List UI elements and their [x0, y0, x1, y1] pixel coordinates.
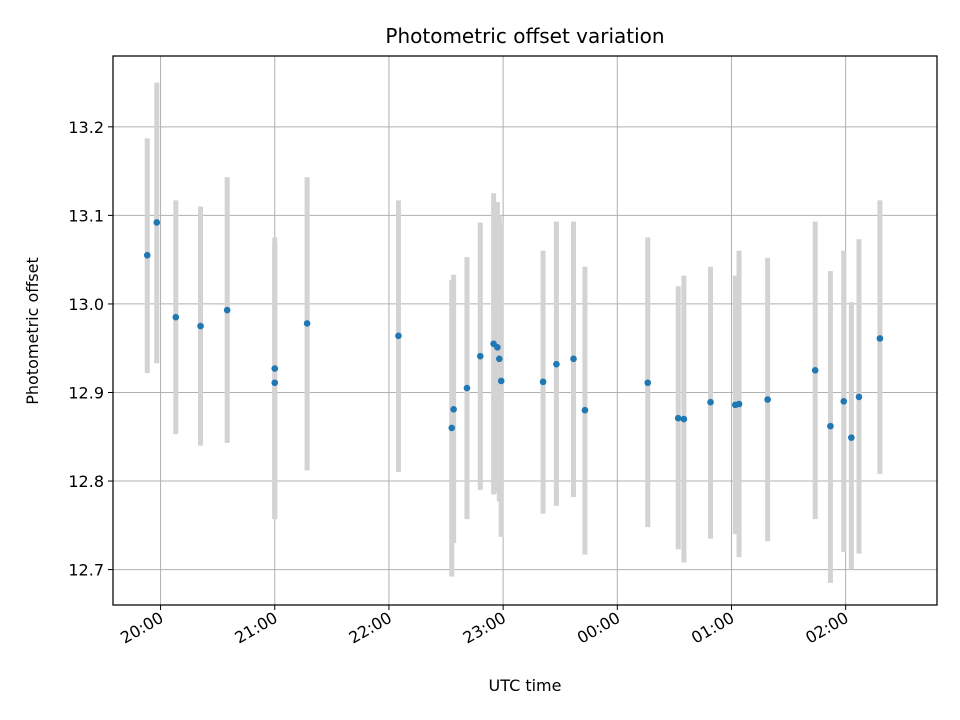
- data-points: [143, 219, 884, 441]
- data-point: [680, 415, 688, 423]
- y-axis-ticks: 12.7 12.8 12.9 13.0 13.1 13.2: [68, 118, 113, 580]
- y-axis-label: Photometric offset: [23, 257, 42, 405]
- data-point: [827, 422, 834, 430]
- y-tick-label: 13.0: [68, 295, 104, 314]
- data-point: [303, 320, 311, 327]
- data-point: [707, 398, 714, 406]
- data-point: [450, 406, 457, 413]
- data-point: [876, 335, 884, 342]
- data-point: [395, 332, 402, 340]
- chart-title: Photometric offset variation: [385, 24, 664, 48]
- data-point: [855, 393, 863, 401]
- data-point: [674, 414, 682, 422]
- y-tick-label: 13.1: [68, 206, 104, 225]
- data-point: [553, 360, 560, 368]
- x-axis-label: UTC time: [489, 676, 562, 695]
- data-point: [223, 306, 231, 314]
- y-tick-label: 12.8: [68, 472, 104, 491]
- y-tick-label: 12.9: [68, 383, 104, 402]
- data-point: [735, 400, 743, 408]
- data-point: [197, 322, 204, 330]
- data-point: [153, 219, 161, 226]
- y-tick-label: 12.7: [68, 561, 104, 580]
- data-point: [476, 352, 484, 360]
- data-point: [848, 434, 855, 441]
- data-point: [494, 344, 501, 351]
- data-point: [811, 367, 819, 374]
- data-point: [539, 378, 547, 386]
- data-point: [143, 251, 151, 259]
- data-point: [172, 313, 180, 321]
- data-point: [644, 379, 652, 387]
- data-point: [570, 355, 577, 363]
- data-point: [496, 355, 503, 363]
- data-point: [271, 365, 279, 372]
- data-point: [463, 384, 471, 392]
- data-point: [448, 424, 456, 432]
- data-point: [497, 377, 505, 385]
- y-tick-label: 13.2: [68, 118, 104, 137]
- data-point: [271, 379, 279, 387]
- plot-frame: [112, 55, 938, 606]
- data-point: [840, 398, 848, 405]
- data-point: [581, 406, 589, 414]
- data-point: [764, 396, 771, 403]
